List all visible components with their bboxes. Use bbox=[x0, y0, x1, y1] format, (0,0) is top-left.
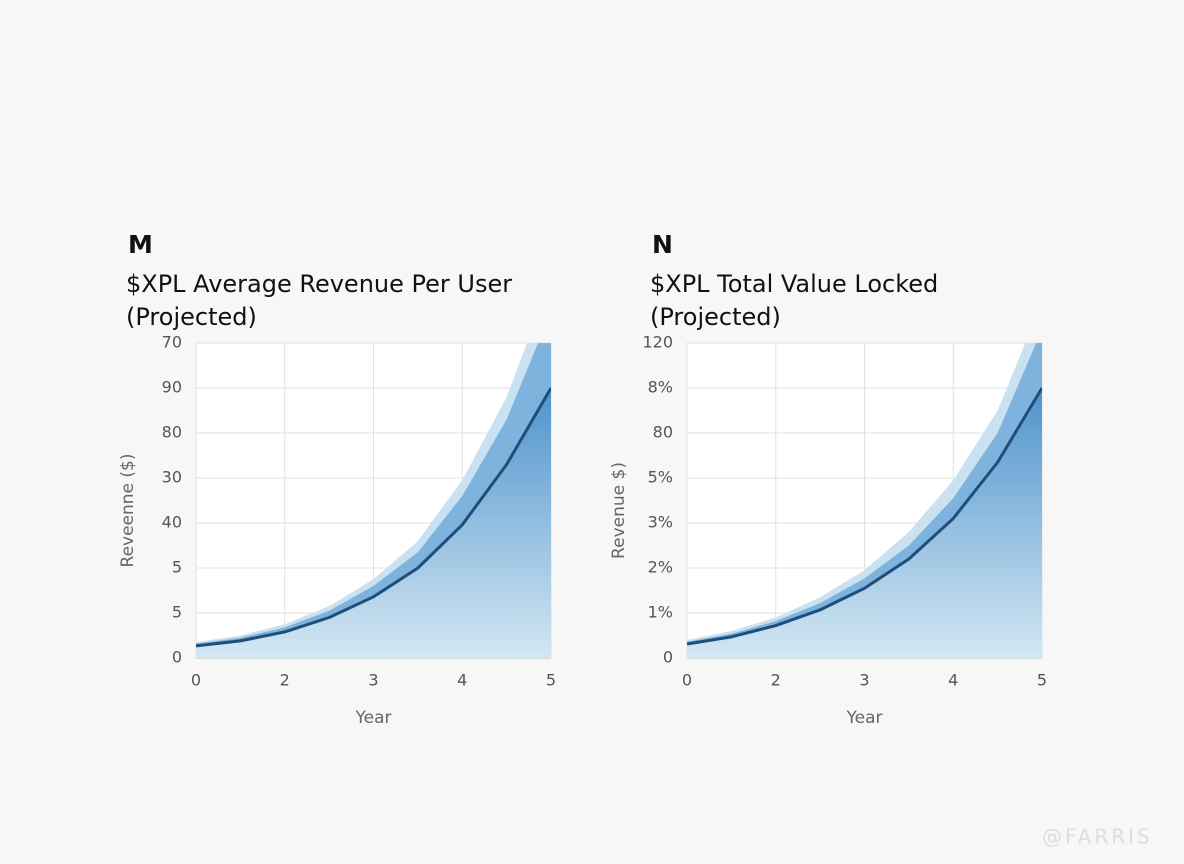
panel-label: M bbox=[128, 230, 153, 259]
plot bbox=[687, 343, 1042, 658]
y-tick-label: 0 bbox=[172, 648, 182, 667]
y-tick-label: 0 bbox=[663, 648, 673, 667]
chart-title: (Projected) bbox=[126, 303, 257, 331]
x-axis-label: Year bbox=[355, 708, 392, 728]
x-tick-label: 2 bbox=[280, 671, 290, 690]
panel-label: N bbox=[652, 230, 673, 259]
watermark: @FARRIS bbox=[1042, 825, 1153, 849]
x-tick-label: 2 bbox=[771, 671, 781, 690]
x-tick-label: 5 bbox=[1037, 671, 1047, 690]
y-axis-label: Reveenne ($) bbox=[118, 454, 138, 568]
x-tick-label: 0 bbox=[682, 671, 692, 690]
x-tick-label: 4 bbox=[948, 671, 958, 690]
y-tick-label: 70 bbox=[162, 333, 182, 352]
x-tick-label: 3 bbox=[859, 671, 869, 690]
line bbox=[196, 387, 551, 648]
y-tick-label: 120 bbox=[642, 333, 673, 352]
x-tick-label: 0 bbox=[191, 671, 201, 690]
y-tick-label: 1% bbox=[648, 603, 673, 622]
y-tick-label: 3% bbox=[648, 513, 673, 532]
y-tick-label: 40 bbox=[162, 513, 182, 532]
chart-title: $XPL Average Revenue Per User bbox=[126, 270, 512, 298]
area bbox=[687, 388, 1042, 658]
x-axis-label: Year bbox=[846, 708, 883, 728]
y-tick-label: 5 bbox=[172, 558, 182, 577]
y-tick-label: 30 bbox=[162, 468, 182, 487]
chart-title: $XPL Total Value Locked bbox=[650, 270, 938, 298]
y-tick-label: 5 bbox=[172, 603, 182, 622]
x-tick-label: 3 bbox=[368, 671, 378, 690]
y-tick-label: 80 bbox=[653, 423, 673, 442]
plot bbox=[196, 343, 551, 658]
y-tick-label: 5% bbox=[648, 468, 673, 487]
y-axis-label: Revenue $) bbox=[609, 462, 629, 559]
y-tick-label: 2% bbox=[648, 558, 673, 577]
area bbox=[196, 388, 551, 658]
y-tick-label: 80 bbox=[162, 423, 182, 442]
y-tick-label: 90 bbox=[162, 378, 182, 397]
line bbox=[687, 387, 1042, 646]
y-tick-label: 8% bbox=[648, 378, 673, 397]
x-tick-label: 5 bbox=[546, 671, 556, 690]
chart-title: (Projected) bbox=[650, 303, 781, 331]
x-tick-label: 4 bbox=[457, 671, 467, 690]
